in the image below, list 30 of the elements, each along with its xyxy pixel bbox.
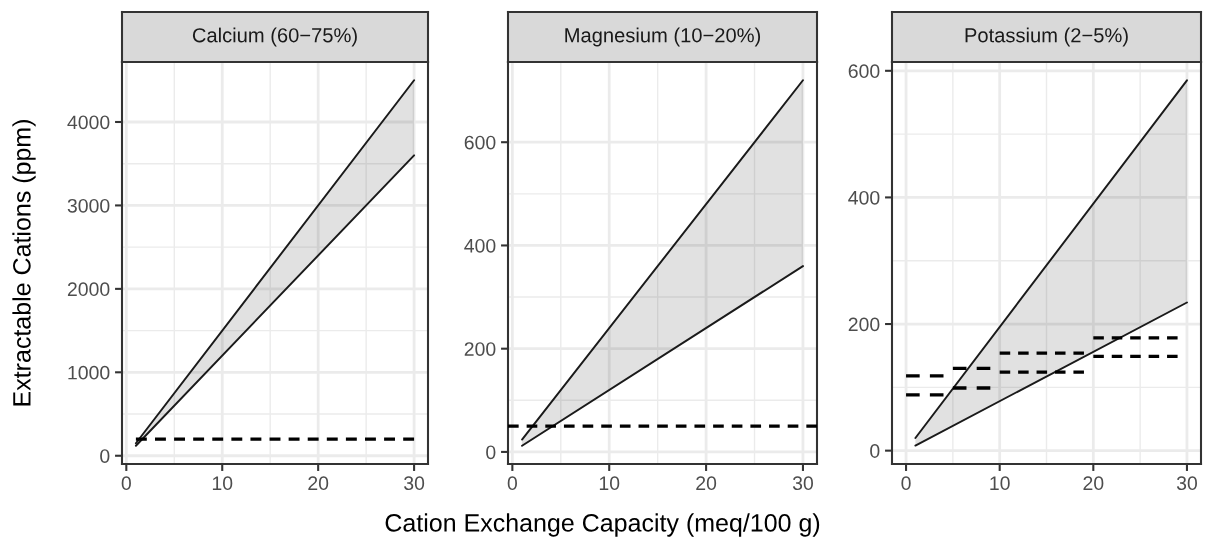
- y-axis-title: Extractable Cations (ppm): [12, 120, 36, 406]
- x-tick-label: 0: [121, 476, 131, 491]
- x-tick-label: 30: [404, 476, 425, 491]
- chart-title: Potassium (2−5%): [965, 27, 1128, 47]
- x-tick-label: 0: [901, 476, 911, 491]
- y-tick-label: 200: [464, 342, 496, 356]
- y-tick-label: 1000: [68, 365, 110, 380]
- x-tick-label: 20: [1083, 476, 1104, 491]
- x-tick-label: 10: [599, 476, 620, 491]
- y-tick-label: 600: [464, 135, 496, 150]
- y-tick-label: 3000: [67, 198, 110, 213]
- y-tick-label: 0: [100, 449, 110, 463]
- chart-title: Magnesium (10−20%): [565, 27, 761, 47]
- y-tick-label: 400: [848, 190, 880, 205]
- x-tick-label: 30: [1176, 476, 1198, 491]
- x-tick-label: 20: [696, 476, 717, 491]
- chart-title: Calcium (60−75%): [192, 27, 357, 47]
- y-tick-label: 600: [848, 64, 880, 79]
- x-axis-title: Cation Exchange Capacity (meq/100 g): [385, 513, 820, 537]
- x-tick-label: 30: [792, 476, 814, 491]
- y-tick-label: 200: [848, 317, 880, 332]
- y-tick-label: 2000: [67, 282, 110, 297]
- x-tick-label: 20: [308, 476, 329, 491]
- y-tick-label: 0: [486, 445, 496, 460]
- x-tick-label: 10: [212, 476, 233, 491]
- x-tick-label: 10: [990, 476, 1010, 491]
- y-tick-label: 0: [870, 444, 880, 458]
- y-tick-label: 400: [464, 238, 496, 253]
- x-tick-label: 0: [507, 476, 518, 491]
- y-tick-label: 4000: [67, 115, 110, 130]
